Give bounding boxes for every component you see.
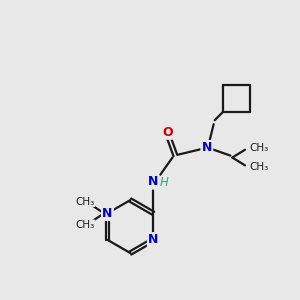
Text: N: N [202, 141, 212, 154]
Text: CH₃: CH₃ [75, 196, 94, 206]
Text: N: N [102, 207, 112, 220]
Text: CH₃: CH₃ [75, 220, 94, 230]
Text: CH₃: CH₃ [249, 162, 268, 172]
Text: N: N [148, 233, 158, 246]
Text: N: N [148, 176, 158, 188]
Text: O: O [162, 125, 173, 139]
Text: H: H [160, 176, 169, 189]
Text: CH₃: CH₃ [249, 143, 268, 153]
